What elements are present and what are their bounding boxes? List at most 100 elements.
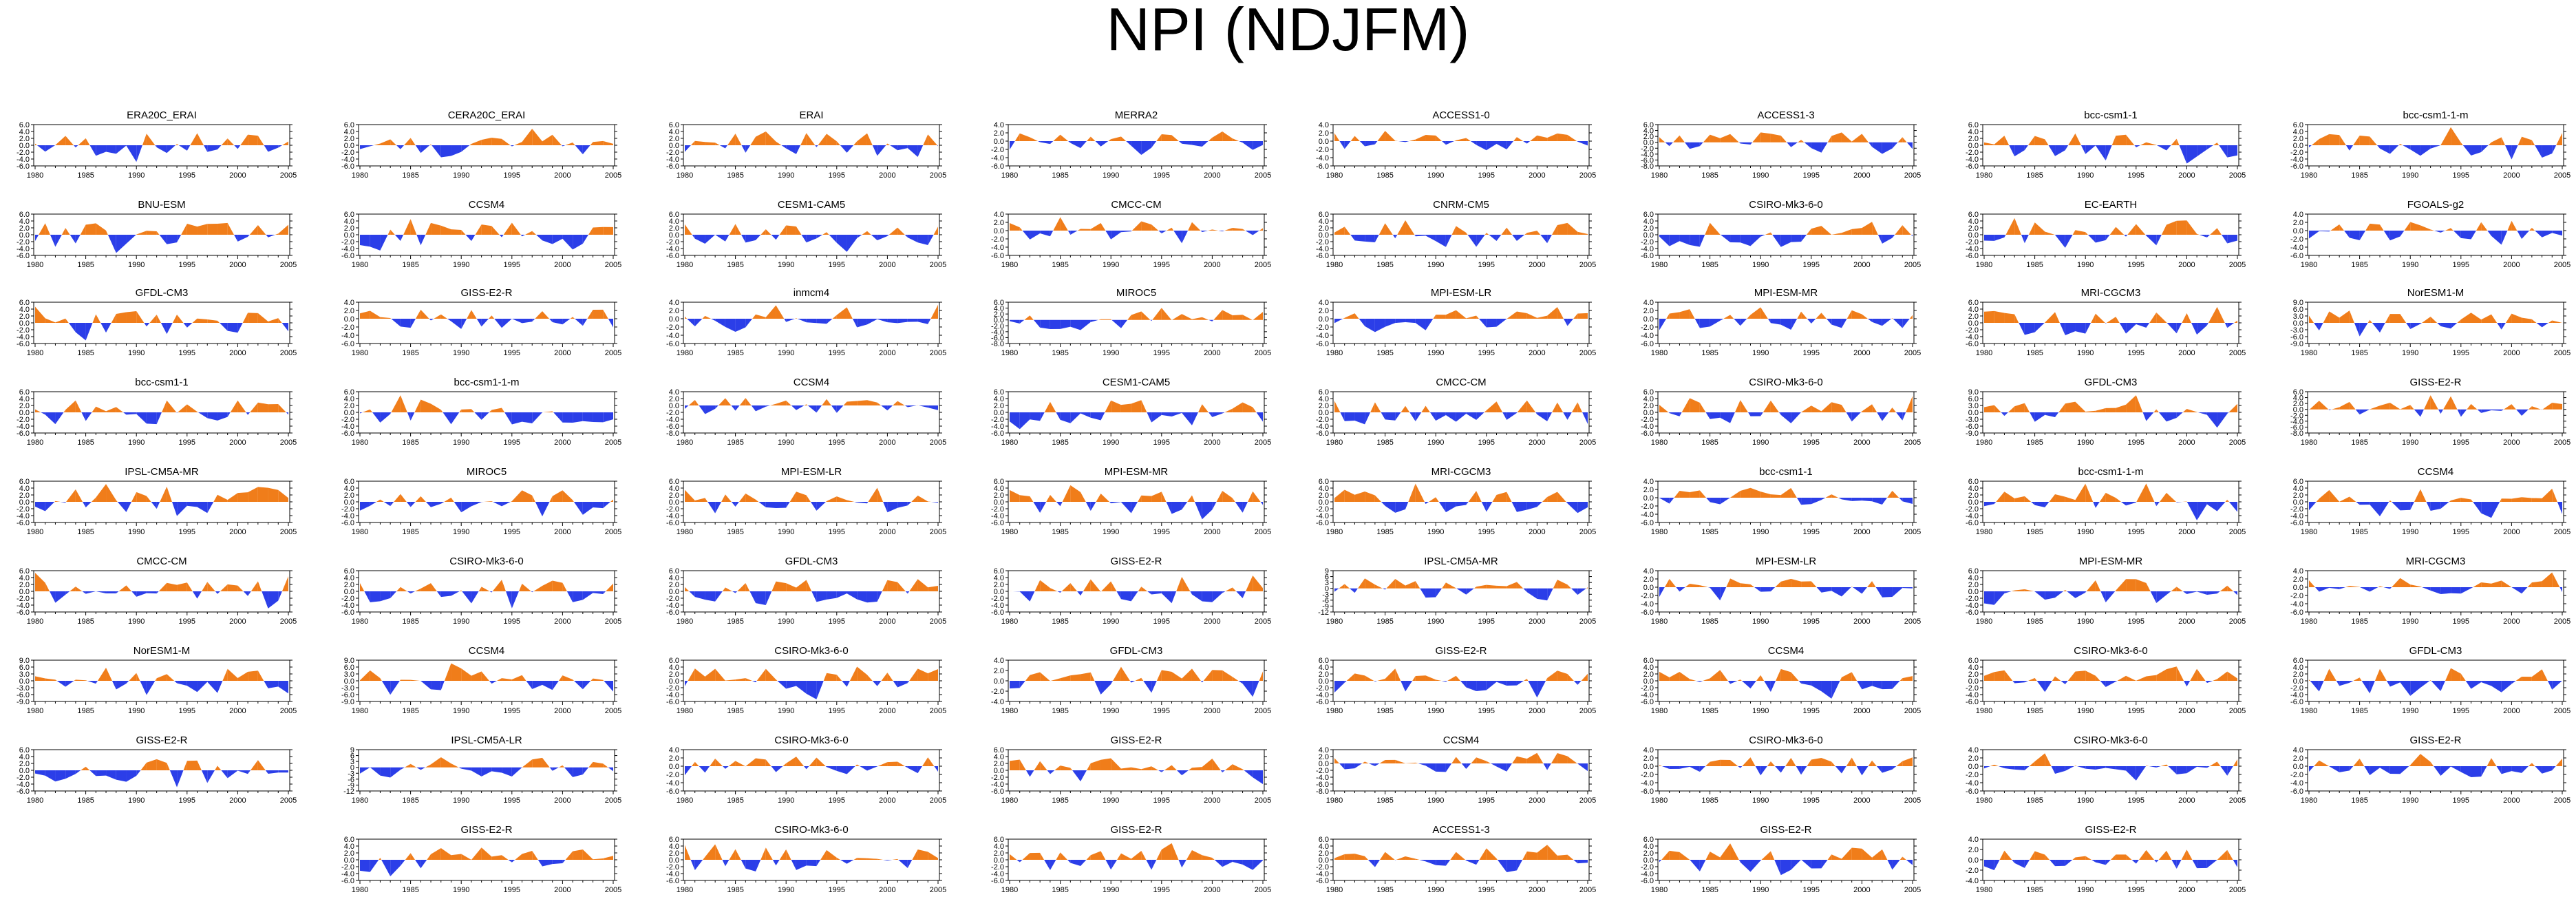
anomaly-area <box>711 319 716 321</box>
panel-frame <box>358 302 615 344</box>
x-tick-label: 1980 <box>352 617 368 626</box>
anomaly-area <box>1111 581 1117 591</box>
anomaly-area <box>234 235 238 242</box>
anomaly-area <box>1354 412 1365 425</box>
x-tick-label: 1990 <box>778 528 794 536</box>
anomaly-area <box>1040 231 1050 237</box>
panel-title: ACCESS1-3 <box>1757 109 1814 121</box>
x-tick-label: 1990 <box>453 439 469 447</box>
anomaly-area <box>1401 405 1406 412</box>
anomaly-area <box>590 142 593 145</box>
anomaly-area <box>1551 224 1557 235</box>
anomaly-area <box>2339 587 2346 589</box>
anomaly-area <box>1238 681 1243 684</box>
anomaly-area <box>1851 228 1862 235</box>
anomaly-area <box>1770 587 1776 592</box>
panel-title: GISS-E2-R <box>1435 645 1487 657</box>
anomaly-area <box>1138 587 1142 591</box>
anomaly-area <box>35 676 45 681</box>
y-tick-label: 6.0 <box>2293 306 2303 314</box>
anomaly-area <box>146 591 157 594</box>
anomaly-area <box>1131 502 1138 514</box>
x-tick-label: 2005 <box>605 171 621 180</box>
anomaly-area <box>1740 319 1747 326</box>
x-tick-label: 1980 <box>352 349 368 357</box>
anomaly-area <box>1105 231 1111 240</box>
y-tick-label: -4.0 <box>1316 512 1329 520</box>
x-tick-label: 1980 <box>1326 439 1343 447</box>
anomaly-area <box>1690 398 1700 412</box>
x-tick-label: 1995 <box>829 261 845 269</box>
anomaly-area <box>685 316 688 319</box>
anomaly-area <box>827 399 831 405</box>
anomaly-area <box>1405 681 1413 692</box>
anomaly-area <box>1152 308 1162 320</box>
anomaly-area <box>1825 494 1832 498</box>
anomaly-area <box>862 231 867 235</box>
y-tick-label: -6.0 <box>991 252 1004 260</box>
x-tick-label: 1980 <box>1001 528 1018 536</box>
anomaly-area <box>1507 311 1517 319</box>
y-tick-label: 2.0 <box>1319 670 1329 679</box>
y-tick-label: -6.0 <box>1641 340 1654 348</box>
anomaly-area <box>2225 499 2228 502</box>
anomaly-area <box>1906 396 1913 412</box>
anomaly-area <box>414 399 421 412</box>
y-tick-label: 0.0 <box>344 409 354 417</box>
x-tick-label: 1985 <box>1052 439 1068 447</box>
anomaly-area <box>1010 141 1015 150</box>
anomaly-area <box>370 310 381 319</box>
x-tick-label: 1985 <box>1376 528 1393 536</box>
anomaly-area <box>574 681 583 690</box>
panel-frame <box>1008 302 1265 344</box>
anomaly-area <box>2359 409 2370 415</box>
anomaly-area <box>1191 412 1199 425</box>
anomaly-area <box>1171 502 1182 514</box>
x-tick-label: 1990 <box>1752 171 1769 180</box>
anomaly-area <box>771 581 776 591</box>
anomaly-area <box>1344 584 1350 589</box>
anomaly-area <box>857 235 862 238</box>
anomaly-area <box>2233 591 2237 595</box>
x-tick-label: 1990 <box>1103 439 1119 447</box>
y-tick-label: -2.0 <box>1316 238 1329 246</box>
anomaly-area <box>745 583 750 591</box>
anomaly-area <box>685 587 690 591</box>
anomaly-area <box>1182 668 1192 681</box>
x-tick-label: 2000 <box>2178 528 2195 536</box>
x-tick-label: 1985 <box>2351 261 2367 269</box>
anomaly-area <box>1727 681 1731 684</box>
anomaly-area <box>836 141 840 145</box>
npi-panel: IPSL-CM5A-MR6.04.02.00.0-2.0-4.0-6.01980… <box>17 466 297 536</box>
anomaly-area <box>1821 142 1828 153</box>
anomaly-area <box>1750 584 1755 587</box>
y-tick-label: 0.0 <box>994 677 1004 686</box>
anomaly-area <box>522 675 526 681</box>
y-tick-label: 4.0 <box>1319 121 1329 129</box>
anomaly-area <box>2019 323 2025 335</box>
anomaly-area <box>1730 412 1735 423</box>
anomaly-area <box>928 405 938 410</box>
y-tick-label: -6.0 <box>17 252 30 260</box>
anomaly-area <box>1780 487 1791 498</box>
anomaly-area <box>1401 681 1406 692</box>
anomaly-area <box>2404 222 2411 231</box>
y-tick-label: -3 <box>1322 591 1329 599</box>
anomaly-area <box>207 412 217 421</box>
x-tick-label: 2000 <box>1853 617 1870 626</box>
anomaly-area <box>1151 492 1162 502</box>
x-tick-label: 1995 <box>1478 707 1495 715</box>
anomaly-area <box>2451 127 2461 145</box>
anomaly-area <box>857 133 867 145</box>
anomaly-area <box>410 138 416 145</box>
anomaly-area <box>364 591 370 602</box>
anomaly-area <box>531 591 533 593</box>
anomaly-area <box>1100 141 1109 147</box>
anomaly-area <box>380 412 391 423</box>
y-tick-label: 0.0 <box>2293 498 2303 507</box>
anomaly-area <box>2392 578 2401 587</box>
anomaly-area <box>1752 132 1761 142</box>
anomaly-area <box>685 489 695 502</box>
anomaly-area <box>106 323 111 333</box>
anomaly-area <box>1131 221 1142 231</box>
